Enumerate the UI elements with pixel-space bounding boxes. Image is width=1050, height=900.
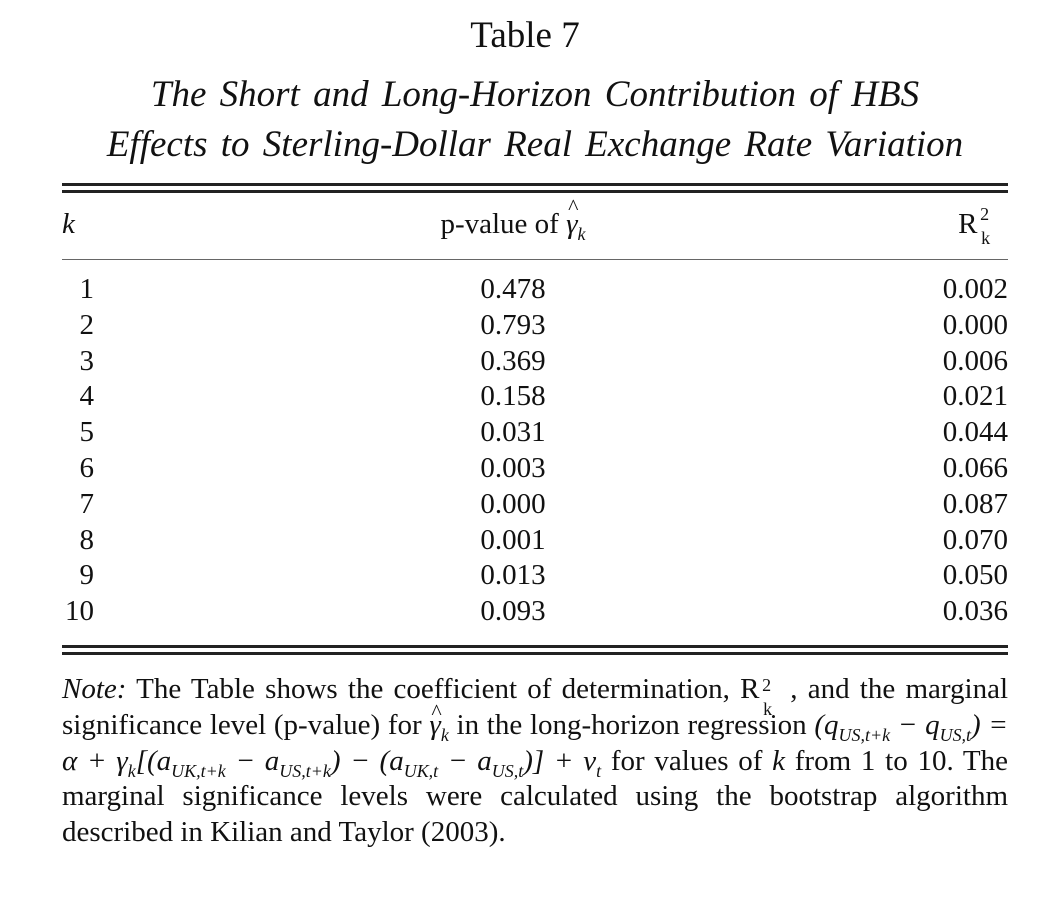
cell-pvalue: 0.000 [480, 487, 546, 520]
r-superscript: 2 [980, 204, 990, 224]
cell-pvalue: 0.093 [480, 595, 546, 628]
table-row: 1 0.478 0.002 [62, 273, 1009, 309]
cell-k: 1 [79, 273, 95, 305]
table-row: 4 0.158 0.021 [62, 380, 1009, 416]
pvalue-header-text: p-value of [440, 208, 567, 240]
cell-pvalue: 0.793 [480, 308, 546, 341]
cell-k: 5 [79, 416, 95, 449]
cell-r-squared: 0.050 [942, 559, 1008, 592]
column-header-pvalue: p-value of ^ γk [0, 194, 1026, 244]
table-row: 6 0.003 0.066 [62, 451, 1009, 488]
cell-pvalue: 0.031 [480, 416, 546, 449]
cell-k: 10 [65, 595, 94, 628]
table-subtitle-line2: Effects to Sterling-Dollar Real Exchange… [106, 124, 964, 165]
table-row: 3 0.369 0.006 [62, 344, 1009, 381]
cell-k: 4 [79, 380, 95, 413]
regression-equation: (qUS,t+k − qUS,t) = α + γk[(aUK,t+k − aU… [62, 708, 1008, 781]
cell-pvalue: 0.013 [480, 559, 546, 592]
note-text-2: , and the marginal significance level (p… [62, 673, 1009, 741]
table-row: 9 0.013 0.050 [62, 559, 1009, 595]
hat-accent: ^ [568, 194, 579, 219]
gamma-hat-symbol: ^ γ [566, 194, 578, 241]
header-rule [62, 259, 1008, 260]
r-subscript: k [763, 699, 773, 719]
table-row: 7 0.000 0.087 [62, 487, 1009, 524]
cell-r-squared: 0.066 [942, 451, 1008, 484]
gamma-letter: γ [429, 708, 441, 741]
cell-pvalue: 0.478 [480, 273, 546, 305]
equation-render: (qUS,t+k − qUS,t) = α + γk[(aUK,t+k − aU… [62, 708, 1008, 781]
cell-k: 3 [79, 344, 95, 377]
cell-pvalue: 0.001 [480, 523, 546, 556]
cell-r-squared: 0.044 [942, 416, 1008, 449]
note-text-5: from 1 to 10. The marginal significance … [62, 744, 1009, 849]
cell-r-squared: 0.000 [942, 308, 1008, 341]
note-text-4: for values of [601, 744, 773, 777]
gamma-hat-inline: ^ γ [429, 699, 441, 744]
cell-r-squared: 0.021 [942, 380, 1008, 413]
r-letter: R [958, 208, 978, 240]
cell-r-squared: 0.006 [942, 344, 1008, 377]
note-label: Note: [62, 673, 127, 705]
table-title: Table 7 [470, 15, 580, 56]
bottom-double-rule-2 [62, 652, 1008, 655]
cell-pvalue: 0.369 [480, 344, 546, 377]
cell-k: 8 [79, 523, 95, 556]
table-body: 1 0.478 0.002 2 0.793 0.000 3 0.369 0.006 4 0.1… [62, 273, 1008, 631]
table-row: 2 0.793 0.000 [62, 308, 1009, 345]
cell-r-squared: 0.036 [942, 595, 1008, 628]
gamma-letter: γ [566, 208, 578, 240]
cell-r-squared: 0.087 [942, 487, 1008, 520]
cell-pvalue: 0.158 [480, 380, 546, 413]
note-text-1: The Table shows the coefficient of deter… [126, 673, 741, 705]
table-subtitle-line1: The Short and Long-Horizon Contribution … [150, 74, 920, 115]
table-note: Note: The Table shows the coefficient of… [62, 672, 1008, 851]
cell-r-squared: 0.002 [942, 273, 1008, 305]
table-row: 8 0.001 0.070 [62, 523, 1009, 560]
note-k: k [772, 744, 786, 777]
hat-accent: ^ [431, 698, 442, 724]
table-row: 5 0.031 0.044 [62, 416, 1009, 452]
r-subscript: k [981, 228, 991, 248]
r-letter: R [740, 673, 760, 705]
top-double-rule-2 [62, 190, 1008, 193]
cell-r-squared: 0.070 [942, 523, 1008, 556]
gamma-subscript: k [440, 724, 449, 745]
note-text-3: in the long-horizon regression [448, 708, 815, 741]
cell-k: 9 [79, 559, 95, 592]
cell-k: 7 [79, 487, 95, 520]
top-double-rule-1 [62, 183, 1008, 186]
r-superscript: 2 [762, 675, 772, 695]
cell-k: 6 [79, 451, 95, 484]
column-header-k: k [62, 208, 75, 240]
bottom-double-rule-1 [62, 645, 1008, 648]
gamma-subscript: k [577, 223, 586, 244]
table-row: 10 0.093 0.036 [62, 595, 1008, 631]
cell-pvalue: 0.003 [480, 451, 546, 484]
cell-k: 2 [79, 308, 95, 341]
